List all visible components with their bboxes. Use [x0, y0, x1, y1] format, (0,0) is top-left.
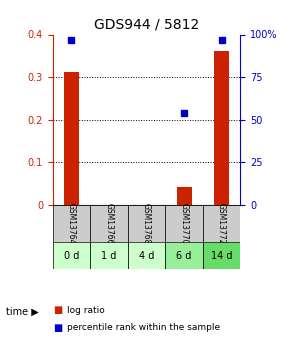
- FancyBboxPatch shape: [128, 243, 165, 269]
- Text: 6 d: 6 d: [176, 251, 192, 261]
- FancyBboxPatch shape: [90, 243, 128, 269]
- FancyBboxPatch shape: [203, 243, 240, 269]
- Title: GDS944 / 5812: GDS944 / 5812: [94, 18, 199, 32]
- Text: 1 d: 1 d: [101, 251, 117, 261]
- Text: percentile rank within the sample: percentile rank within the sample: [67, 323, 221, 332]
- Text: ■: ■: [53, 306, 62, 315]
- FancyBboxPatch shape: [165, 243, 203, 269]
- FancyBboxPatch shape: [53, 205, 90, 243]
- Text: GSM13772: GSM13772: [217, 203, 226, 245]
- Text: 4 d: 4 d: [139, 251, 154, 261]
- Text: 14 d: 14 d: [211, 251, 232, 261]
- Text: GSM13770: GSM13770: [180, 203, 188, 245]
- FancyBboxPatch shape: [165, 205, 203, 243]
- Bar: [214, 51, 229, 205]
- Text: GSM13766: GSM13766: [105, 203, 113, 245]
- FancyBboxPatch shape: [53, 243, 90, 269]
- Bar: [176, 187, 192, 205]
- Text: GSM13768: GSM13768: [142, 203, 151, 245]
- FancyBboxPatch shape: [90, 205, 128, 243]
- Bar: [64, 72, 79, 205]
- Text: time ▶: time ▶: [6, 307, 39, 317]
- FancyBboxPatch shape: [203, 205, 240, 243]
- Text: GSM13764: GSM13764: [67, 203, 76, 245]
- FancyBboxPatch shape: [128, 205, 165, 243]
- Text: log ratio: log ratio: [67, 306, 105, 315]
- Text: ■: ■: [53, 323, 62, 333]
- Text: 0 d: 0 d: [64, 251, 79, 261]
